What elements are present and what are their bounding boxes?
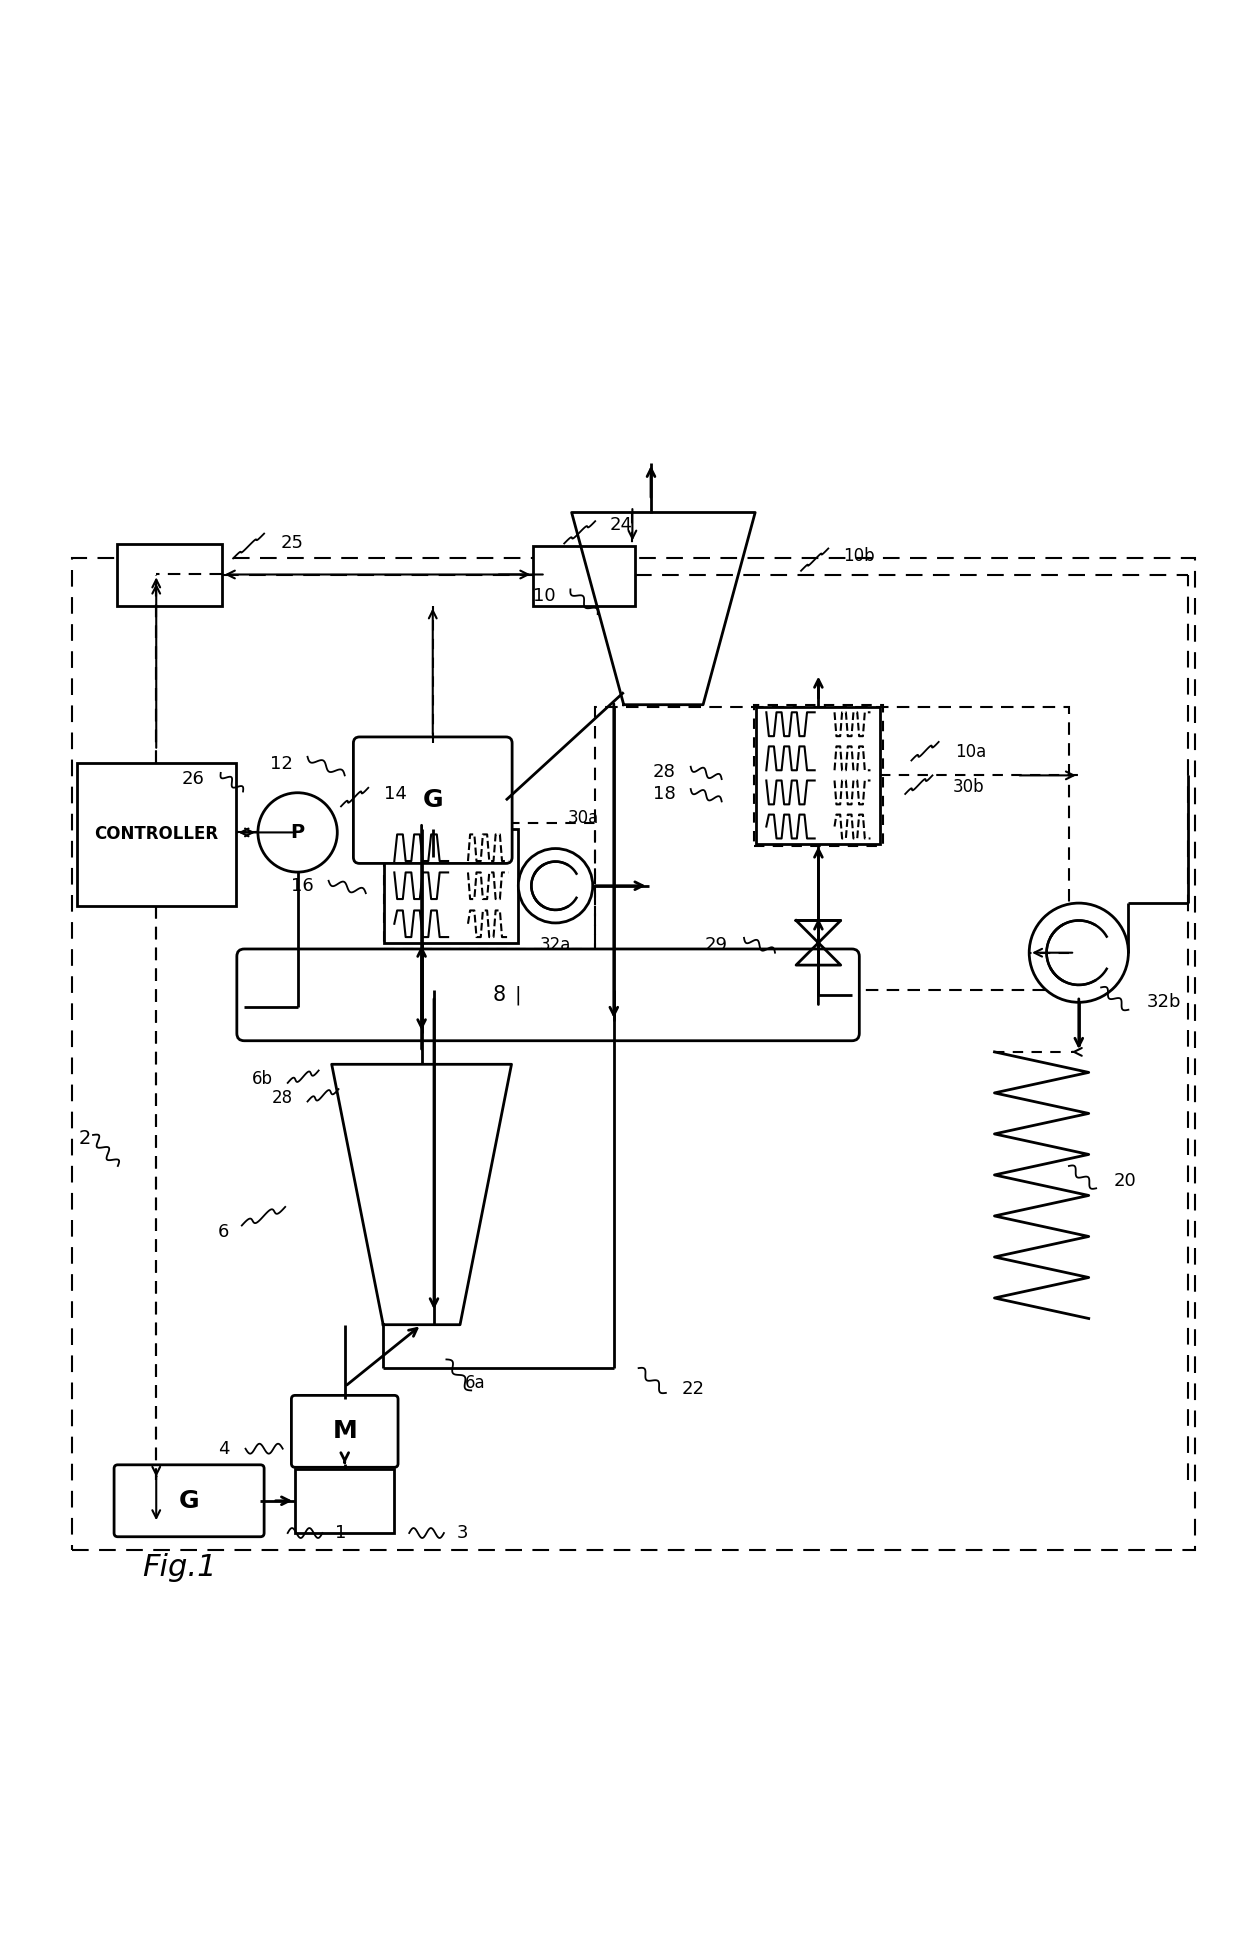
Text: 32b: 32b <box>1147 993 1182 1011</box>
Text: G: G <box>423 788 443 811</box>
FancyBboxPatch shape <box>353 737 512 864</box>
Text: 32a: 32a <box>539 936 572 954</box>
Bar <box>384 829 518 942</box>
Text: 28: 28 <box>653 762 676 780</box>
FancyBboxPatch shape <box>291 1396 398 1468</box>
Text: 6: 6 <box>218 1222 229 1241</box>
Text: 12: 12 <box>270 755 293 774</box>
Bar <box>756 708 880 843</box>
Text: 6b: 6b <box>252 1069 273 1089</box>
Bar <box>384 823 595 948</box>
Bar <box>295 1468 394 1533</box>
Text: 2: 2 <box>78 1130 91 1148</box>
Text: P: P <box>290 823 305 843</box>
Text: 10b: 10b <box>843 547 875 565</box>
Text: 8: 8 <box>494 985 506 1005</box>
Text: 30b: 30b <box>952 778 985 796</box>
Text: 14: 14 <box>384 786 407 804</box>
Text: 20: 20 <box>1114 1171 1136 1191</box>
Circle shape <box>258 792 337 872</box>
Text: M: M <box>332 1419 357 1443</box>
Text: G: G <box>179 1490 200 1513</box>
FancyBboxPatch shape <box>114 1464 264 1537</box>
Bar <box>754 704 883 847</box>
Text: 1: 1 <box>335 1525 346 1542</box>
Text: 16: 16 <box>291 876 314 895</box>
Bar <box>595 708 1069 989</box>
Bar <box>117 543 222 606</box>
Text: 30a: 30a <box>568 809 599 827</box>
Bar <box>72 559 1195 1550</box>
Text: 24: 24 <box>610 516 634 534</box>
Circle shape <box>518 848 593 923</box>
Text: 6a: 6a <box>465 1374 486 1392</box>
Text: 26: 26 <box>182 770 205 788</box>
Text: 10: 10 <box>533 586 556 604</box>
Text: 10a: 10a <box>955 743 986 760</box>
Bar <box>533 545 635 606</box>
Text: 22: 22 <box>682 1380 706 1398</box>
Circle shape <box>1029 903 1128 1003</box>
Text: 4: 4 <box>218 1439 229 1458</box>
Text: CONTROLLER: CONTROLLER <box>94 825 218 843</box>
Text: 18: 18 <box>653 786 676 804</box>
Text: 28: 28 <box>272 1089 293 1107</box>
Text: 25: 25 <box>280 534 304 553</box>
Text: 3: 3 <box>456 1525 467 1542</box>
Bar <box>77 762 236 905</box>
Text: |: | <box>515 985 521 1005</box>
FancyBboxPatch shape <box>237 948 859 1040</box>
Text: 29: 29 <box>704 936 728 954</box>
Text: Fig.1: Fig.1 <box>143 1552 217 1582</box>
